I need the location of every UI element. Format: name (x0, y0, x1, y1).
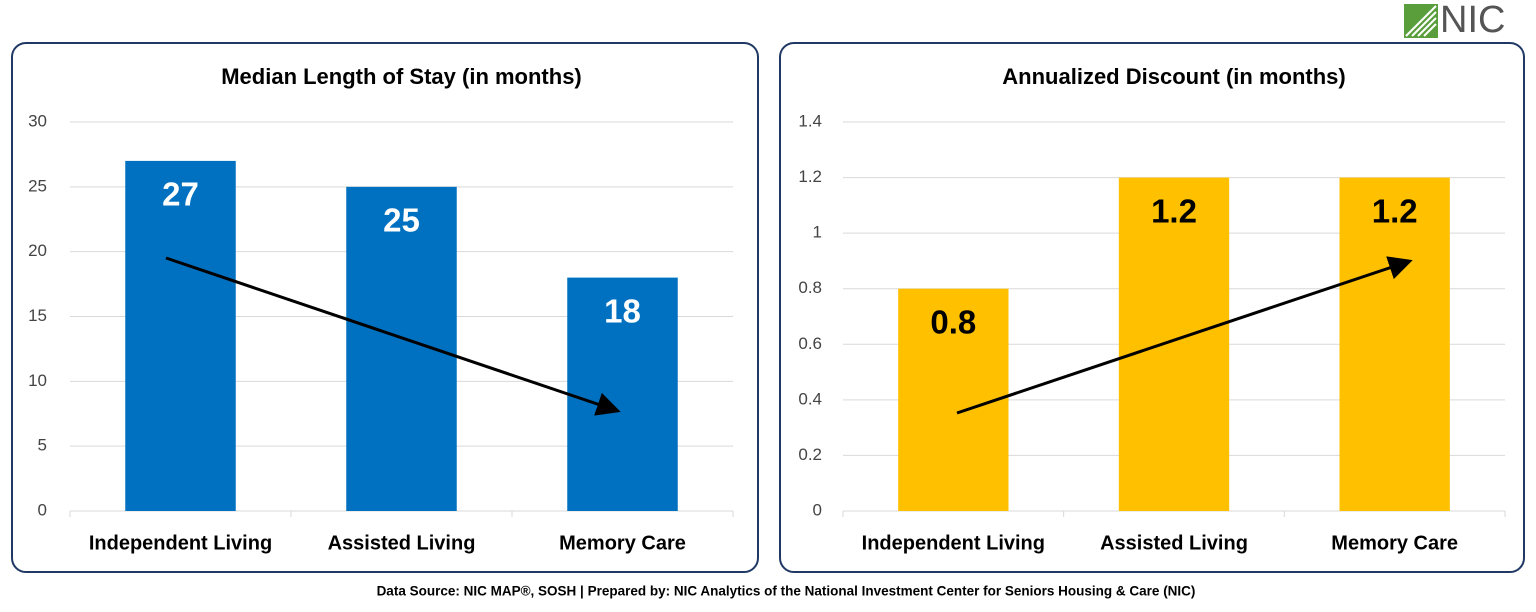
x-tick-label: Independent Living (862, 532, 1045, 554)
bar (567, 277, 678, 511)
value-label: 0.8 (930, 303, 976, 340)
bar (1339, 177, 1450, 512)
y-tick-label: 0 (813, 500, 822, 519)
chart-title: Annualized Discount (in months) (1002, 64, 1345, 89)
y-tick-label: 5 (38, 436, 47, 455)
charts: Median Length of Stay (in months)0510152… (28, 64, 1506, 554)
footer: Data Source: NIC MAP®, SOSH | Prepared b… (377, 584, 1196, 599)
y-tick-label: 20 (28, 241, 47, 260)
y-tick-label: 0.8 (798, 278, 822, 297)
x-tick-label: Memory Care (1331, 532, 1458, 554)
y-tick-label: 0.4 (798, 389, 822, 408)
y-tick-label: 30 (28, 111, 47, 130)
y-tick-label: 1.2 (798, 167, 822, 186)
x-tick-label: Independent Living (89, 532, 272, 554)
y-tick-label: 1.4 (798, 111, 822, 130)
value-label: 25 (383, 202, 420, 239)
panel (11, 42, 759, 573)
trend-arrow (165, 256, 621, 416)
y-tick-label: 1 (813, 223, 822, 242)
y-tick-label: 0.2 (798, 445, 822, 464)
logo-text: NIC (1440, 0, 1505, 41)
y-tick-label: 15 (28, 306, 47, 325)
trend-arrow (956, 256, 1413, 415)
value-label: 27 (162, 176, 199, 213)
bar (1118, 177, 1230, 512)
y-tick-label: 10 (28, 371, 47, 390)
chart-title: Median Length of Stay (in months) (221, 64, 582, 89)
value-label: 18 (604, 292, 641, 329)
bar (125, 160, 236, 511)
x-tick-label: Assisted Living (328, 532, 476, 554)
x-tick-label: Memory Care (559, 532, 686, 554)
y-tick-label: 0.6 (798, 334, 822, 353)
bar (898, 288, 1009, 511)
value-label: 1.2 (1151, 192, 1197, 229)
value-label: 1.2 (1372, 192, 1418, 229)
panel (779, 42, 1525, 573)
y-tick-label: 25 (28, 176, 47, 195)
logo-lines (1405, 5, 1437, 37)
y-tick-label: 0 (38, 500, 47, 519)
x-tick-label: Assisted Living (1100, 532, 1248, 554)
